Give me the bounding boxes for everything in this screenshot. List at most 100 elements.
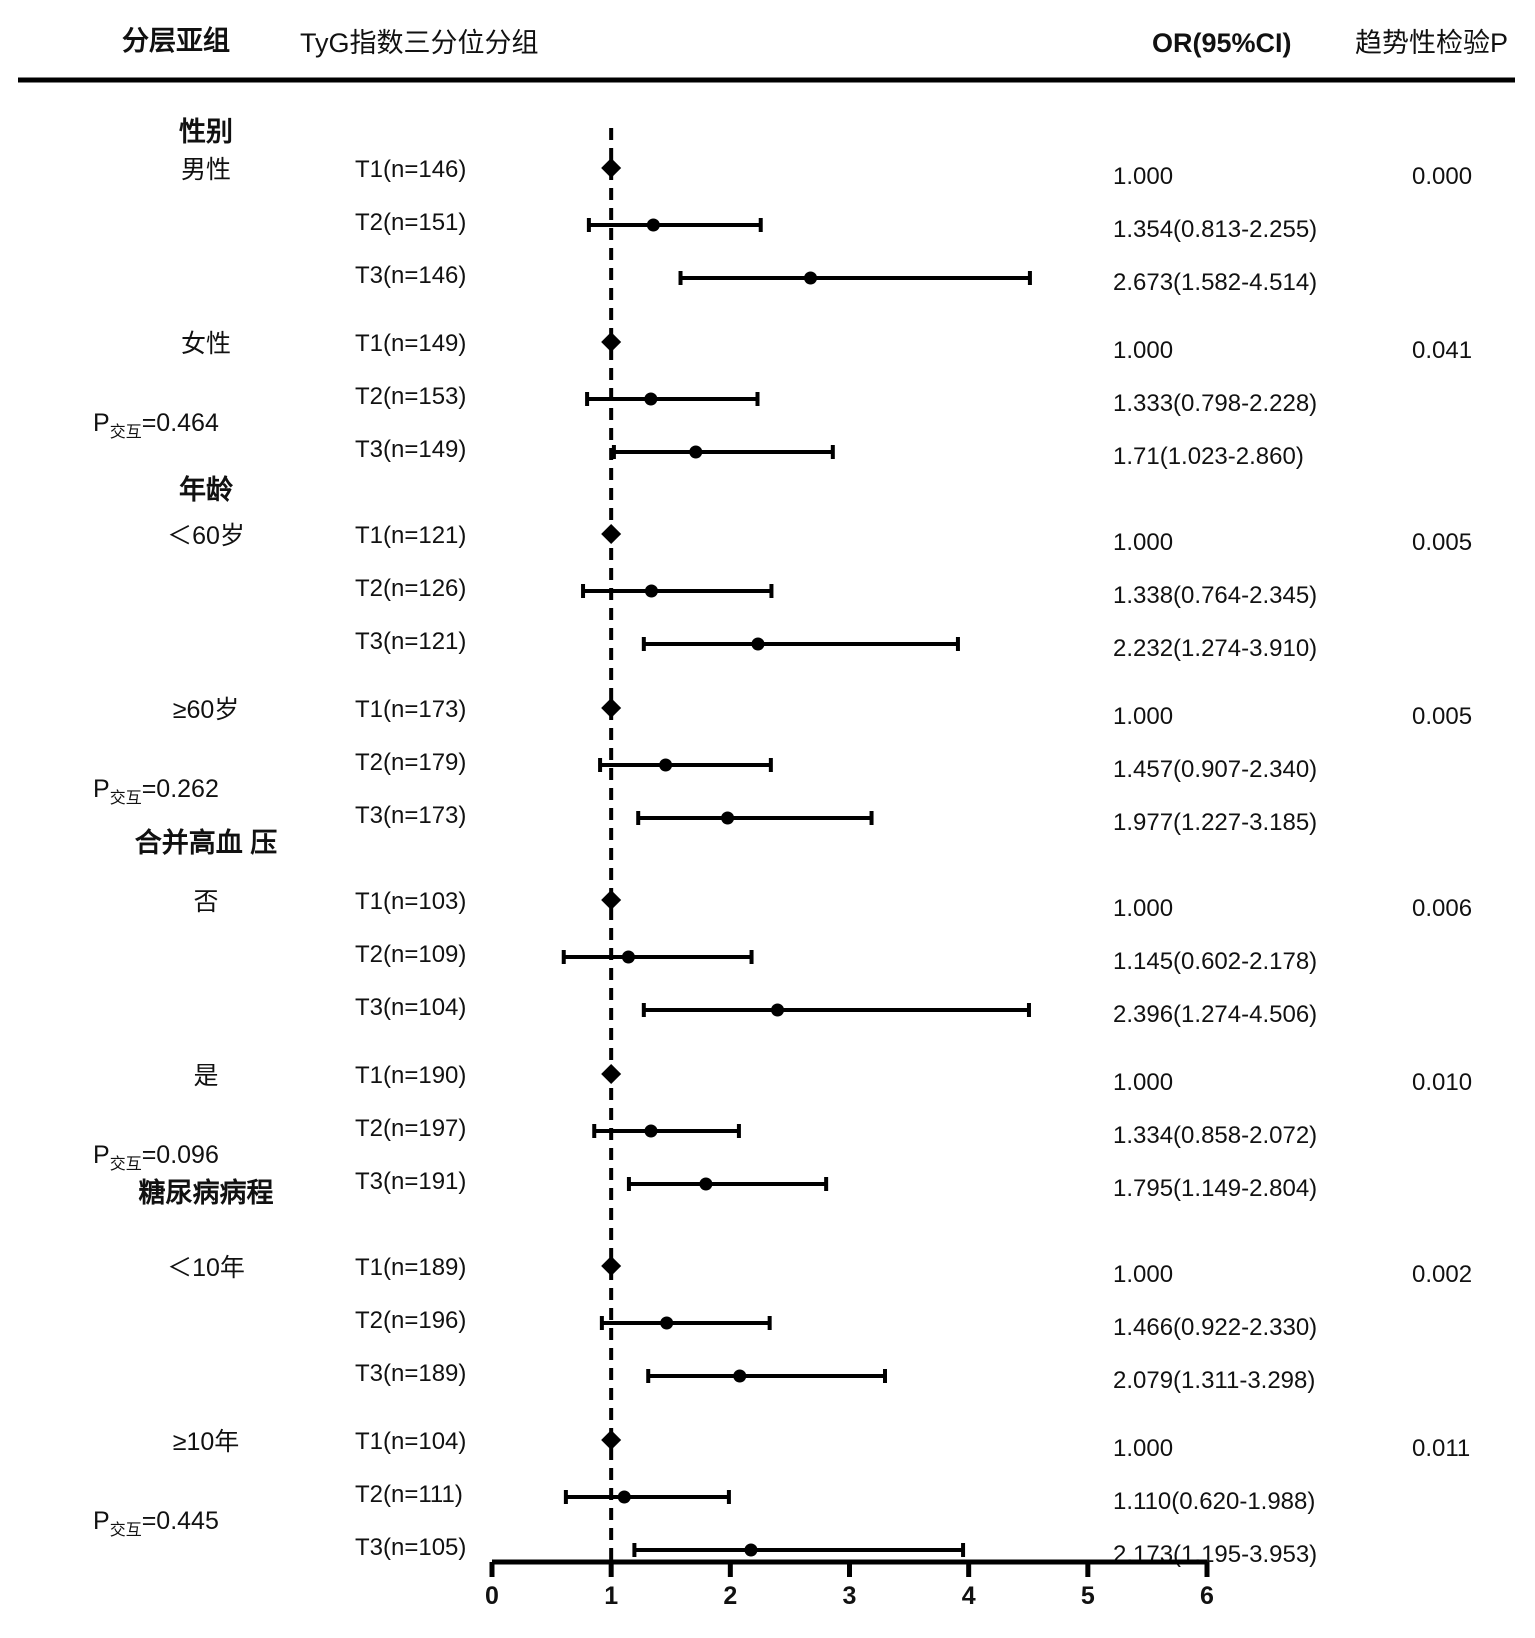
trend-p-value: 0.002 (1412, 1261, 1472, 1288)
tertile-label: T1(n=173) (355, 696, 466, 723)
or-point (644, 584, 658, 598)
or-ci-text: 1.977(1.227-3.185) (1113, 809, 1317, 836)
or-point (644, 392, 658, 406)
or-ci-text: 1.110(0.620-1.988) (1113, 1488, 1315, 1515)
or-ci-text: 2.232(1.274-3.910) (1113, 635, 1317, 662)
or-point (733, 1369, 747, 1383)
tertile-label: T3(n=189) (355, 1360, 466, 1387)
or-point (751, 637, 765, 651)
or-ci-text: 1.71(1.023-2.860) (1113, 443, 1304, 470)
tertile-label: T1(n=146) (355, 156, 466, 183)
or-point (804, 271, 818, 285)
header-trend-p: 趋势性检验P (1355, 28, 1508, 58)
or-point (659, 758, 673, 772)
or-point (771, 1003, 785, 1017)
trend-p-value: 0.011 (1412, 1435, 1470, 1462)
trend-p-value: 0.000 (1412, 163, 1472, 190)
or-ci-text: 1.000 (1113, 163, 1173, 190)
or-ci-text: 2.396(1.274-4.506) (1113, 1001, 1317, 1028)
tertile-label: T2(n=197) (355, 1115, 466, 1142)
or-point (644, 1124, 658, 1138)
group-title: 年龄 (179, 474, 234, 505)
tertile-label: T2(n=153) (355, 383, 466, 410)
or-ci-text: 1.000 (1113, 1435, 1173, 1462)
subgroup-label: 男性 (181, 156, 231, 184)
tertile-label: T3(n=173) (355, 802, 466, 829)
subgroup-label: ＜60岁 (167, 522, 245, 550)
tertile-label: T2(n=179) (355, 749, 466, 776)
subgroup-label: ＜10年 (167, 1254, 245, 1282)
reference-marker (601, 1256, 622, 1276)
x-tick-label: 5 (1081, 1582, 1095, 1610)
x-tick-label: 2 (723, 1582, 737, 1610)
tertile-label: T1(n=121) (355, 522, 466, 549)
x-tick-label: 1 (604, 1582, 618, 1610)
or-point (621, 950, 635, 964)
header-tertile: TyG指数三分位分组 (300, 28, 539, 58)
subgroup-label: 是 (193, 1062, 218, 1090)
trend-p-value: 0.006 (1412, 895, 1472, 922)
header-or: OR(95%CI) (1152, 28, 1292, 58)
trend-p-value: 0.010 (1412, 1069, 1472, 1096)
or-point (699, 1177, 713, 1191)
tertile-label: T1(n=103) (355, 888, 466, 915)
or-ci-text: 1.000 (1113, 703, 1173, 730)
or-point (721, 811, 735, 825)
or-ci-text: 1.000 (1113, 895, 1173, 922)
p-interaction-label: P交互=0.262 (93, 775, 219, 807)
tertile-label: T2(n=151) (355, 209, 466, 236)
or-ci-text: 1.795(1.149-2.804) (1113, 1175, 1317, 1202)
tertile-label: T1(n=149) (355, 330, 466, 357)
x-tick-label: 4 (962, 1582, 976, 1610)
or-ci-text: 1.466(0.922-2.330) (1113, 1314, 1317, 1341)
p-interaction-label: P交互=0.445 (93, 1507, 219, 1539)
tertile-label: T3(n=104) (355, 994, 466, 1021)
or-ci-text: 1.000 (1113, 1261, 1173, 1288)
tertile-label: T2(n=111) (355, 1481, 463, 1508)
subgroup-label: ≥10年 (173, 1428, 240, 1456)
group-title: 糖尿病病程 (139, 1177, 274, 1208)
or-point (660, 1316, 674, 1330)
tertile-label: T1(n=104) (355, 1428, 466, 1455)
x-tick-label: 3 (843, 1582, 857, 1610)
subgroup-label: 否 (193, 888, 218, 916)
or-ci-text: 1.000 (1113, 529, 1173, 556)
p-interaction-label: P交互=0.096 (93, 1141, 219, 1173)
or-ci-text: 2.079(1.311-3.298) (1113, 1367, 1315, 1394)
group-title: 合并高血 压 (135, 827, 278, 858)
p-interaction-label: P交互=0.464 (93, 409, 219, 441)
tertile-label: T3(n=146) (355, 262, 466, 289)
group-title: 性别 (179, 117, 233, 147)
tertile-label: T1(n=190) (355, 1062, 466, 1089)
tertile-label: T2(n=196) (355, 1307, 466, 1334)
trend-p-value: 0.005 (1412, 703, 1472, 730)
reference-marker (601, 332, 622, 352)
or-point (617, 1490, 631, 1504)
or-ci-text: 1.334(0.858-2.072) (1113, 1122, 1317, 1149)
or-ci-text: 1.457(0.907-2.340) (1113, 756, 1317, 783)
header-subgroup: 分层亚组 (122, 25, 230, 56)
or-ci-text: 1.338(0.764-2.345) (1113, 582, 1317, 609)
trend-p-value: 0.041 (1412, 337, 1472, 364)
or-ci-text: 1.333(0.798-2.228) (1113, 390, 1317, 417)
subgroup-label: 女性 (181, 330, 231, 358)
tertile-label: T2(n=109) (355, 941, 466, 968)
or-ci-text: 1.000 (1113, 337, 1173, 364)
trend-p-value: 0.005 (1412, 529, 1472, 556)
x-tick-label: 0 (485, 1582, 499, 1610)
or-ci-text: 1.354(0.813-2.255) (1113, 216, 1317, 243)
tertile-label: T3(n=121) (355, 628, 466, 655)
or-ci-text: 1.000 (1113, 1069, 1173, 1096)
subgroup-label: ≥60岁 (173, 696, 240, 724)
or-ci-text: 2.673(1.582-4.514) (1113, 269, 1317, 296)
tertile-label: T3(n=105) (355, 1534, 466, 1561)
tertile-label: T1(n=189) (355, 1254, 466, 1281)
tertile-label: T2(n=126) (355, 575, 466, 602)
x-tick-label: 6 (1200, 1582, 1214, 1610)
tertile-label: T3(n=149) (355, 436, 466, 463)
or-point (744, 1543, 758, 1557)
or-point (689, 445, 703, 459)
or-point (646, 218, 660, 232)
or-ci-text: 1.145(0.602-2.178) (1113, 948, 1317, 975)
